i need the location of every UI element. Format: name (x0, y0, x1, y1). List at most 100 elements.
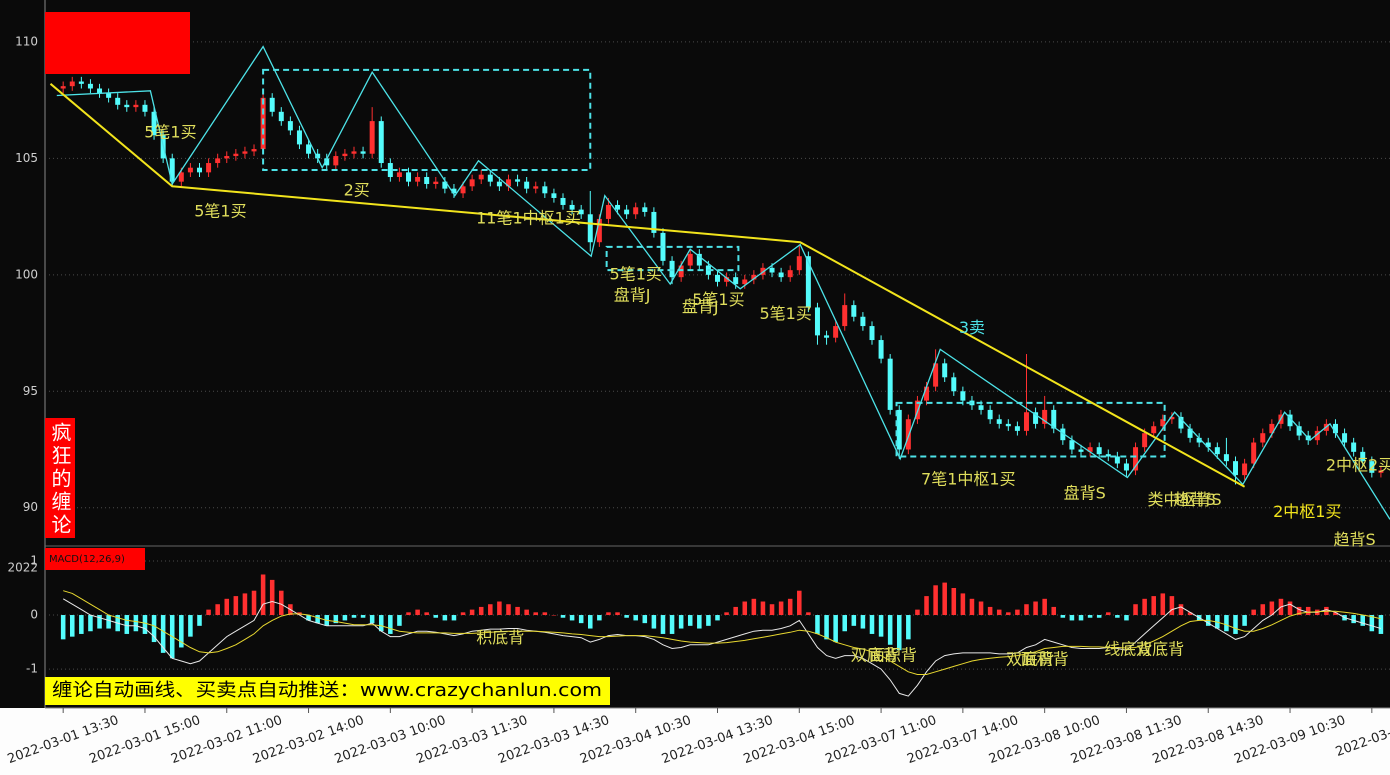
candle-body (1114, 456, 1120, 464)
candle-body (233, 153, 239, 157)
candle-body (742, 279, 748, 285)
macd-bar (933, 585, 938, 616)
candle-body (1187, 428, 1193, 438)
macd-bar (1096, 615, 1102, 618)
macd-bar (969, 598, 975, 616)
candle-body (996, 419, 1002, 424)
candle-body (87, 83, 93, 89)
macd-bar (615, 612, 620, 616)
candle-body (333, 156, 339, 166)
macd-bar (751, 598, 757, 616)
candle-body (178, 172, 184, 182)
candle-body (533, 186, 539, 189)
macd-bar (206, 609, 211, 616)
candle-body (378, 121, 384, 164)
macd-bar (533, 612, 539, 616)
macd-bar (1369, 615, 1375, 632)
candle-body (351, 151, 357, 154)
candle-body (1005, 423, 1011, 427)
macd-bar (815, 615, 820, 634)
candle-body (369, 121, 375, 154)
annotation: 5笔1买 (759, 304, 811, 323)
macd-bar (1133, 604, 1138, 616)
macd-bar (279, 590, 284, 616)
macd-bar (887, 615, 893, 645)
annotation: 盘背S (1064, 483, 1106, 502)
candle-body (1223, 454, 1229, 462)
macd-bar (1269, 601, 1275, 616)
macd-bar (1251, 609, 1256, 616)
candle-body (1196, 437, 1202, 443)
candle-body (833, 326, 839, 338)
macd-bar (360, 615, 366, 618)
macd-bar (1087, 615, 1093, 618)
macd-bar (97, 615, 102, 629)
macd-bar (833, 615, 838, 643)
macd-bar (242, 593, 248, 616)
candle-body (1269, 423, 1275, 434)
candle-body (387, 163, 393, 178)
pivot-box (605, 245, 740, 272)
macd-bar (706, 615, 711, 626)
candle-body (206, 163, 212, 173)
candle-body (696, 253, 702, 266)
candle-body (1169, 416, 1175, 420)
candle-body (724, 277, 730, 282)
candle-body (642, 207, 648, 212)
candle-body (151, 111, 157, 136)
candle-body (1033, 412, 1039, 424)
macd-bar (942, 582, 947, 616)
macd-bar (333, 615, 339, 624)
y-tick-label: 1 (30, 553, 38, 567)
candle-body (69, 81, 75, 87)
y-tick-label: 95 (23, 384, 38, 398)
candle-body (987, 409, 993, 420)
macd-bar (633, 615, 638, 621)
candle-body (1369, 461, 1375, 473)
macd-bar (678, 615, 684, 629)
macd-bar (597, 615, 602, 621)
candle-body (415, 177, 421, 182)
y-tick-label: 105 (15, 151, 38, 165)
candle-body (869, 326, 875, 341)
candle-body (478, 174, 484, 180)
macd-bar (878, 615, 884, 637)
annotation: 11笔1中枢1买 (476, 208, 581, 227)
candle-body (769, 267, 775, 273)
candle-body (60, 86, 66, 89)
candle-body (542, 186, 548, 194)
candle-body (1360, 451, 1366, 462)
candle-body (269, 97, 275, 112)
candle-body (1287, 414, 1293, 427)
candle-body (1105, 454, 1111, 457)
candle-body (115, 97, 121, 105)
macd-bar (315, 615, 320, 624)
candle-body (324, 158, 330, 166)
macd-bar (569, 615, 575, 621)
candle-body (524, 181, 530, 189)
candle-body (960, 391, 966, 401)
macd-bar (1360, 615, 1366, 626)
candle-body (97, 88, 103, 94)
candle-body (1214, 447, 1220, 455)
macd-bar (824, 615, 829, 640)
macd-bar (1333, 612, 1338, 616)
macd-bar (506, 604, 511, 616)
candle-body (496, 181, 502, 187)
macd-bar (587, 615, 593, 629)
candle-body (1142, 433, 1148, 448)
macd-bar (151, 615, 157, 643)
candle-body (1133, 447, 1139, 471)
candle-body (106, 93, 112, 98)
candle-body (951, 377, 957, 392)
annotation: 盘背J (682, 297, 719, 316)
annotation: 盘背J (614, 285, 651, 304)
candle-body (460, 186, 466, 194)
candle-body (433, 181, 439, 184)
macd-bar (306, 615, 311, 621)
macd-bar (1351, 615, 1356, 624)
macd-bar (1242, 615, 1247, 626)
macd-bar (1169, 596, 1175, 616)
annotation: 5笔1买 (144, 122, 196, 141)
